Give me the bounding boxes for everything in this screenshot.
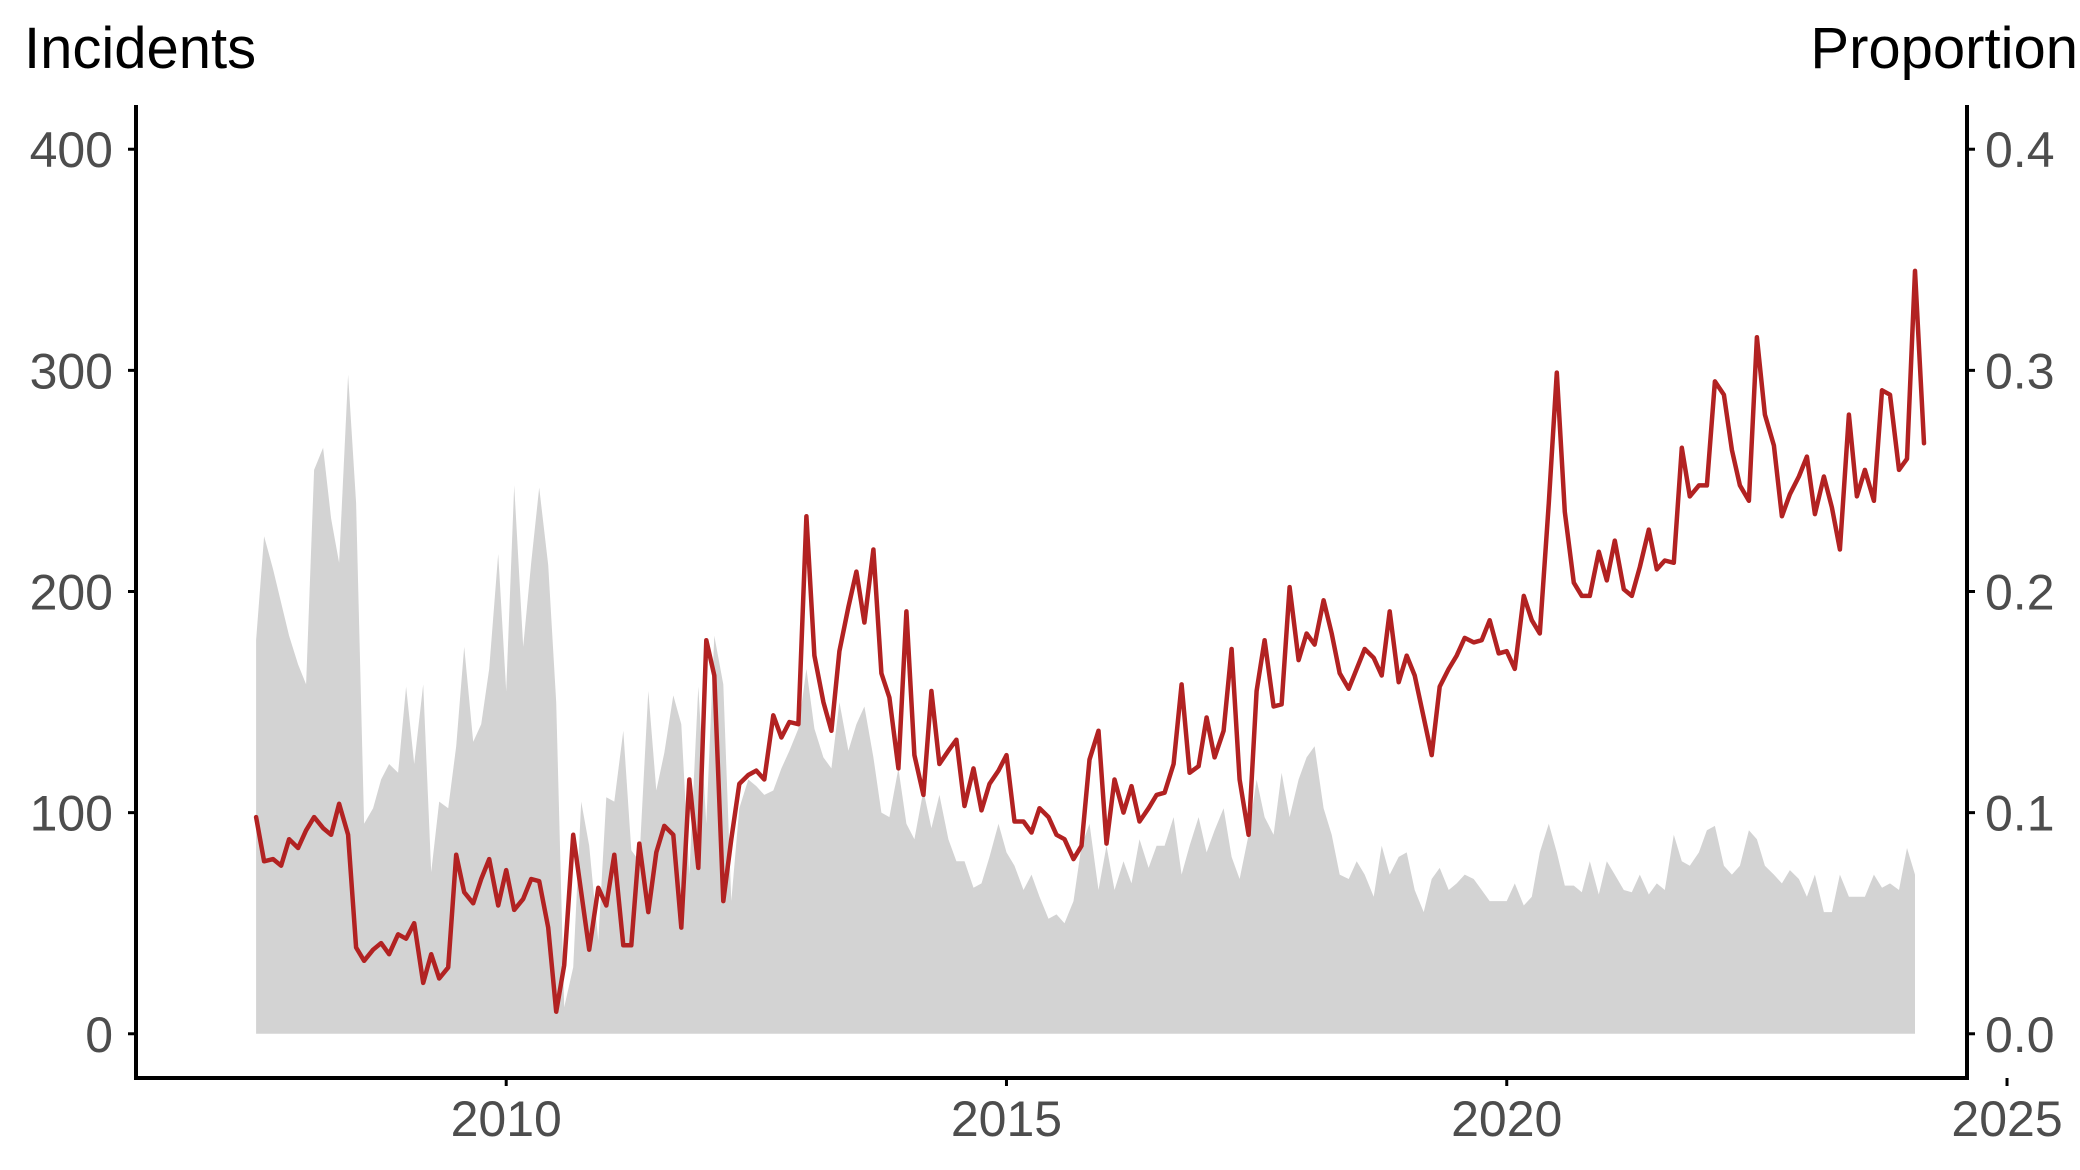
left-tick-label: 300 [30, 343, 113, 399]
left-tick-label: 400 [30, 122, 113, 178]
right-axis-title: Proportion [1810, 16, 2078, 81]
left-axis-ticks: 0 100 200 300 400 [30, 122, 136, 1063]
left-tick-label: 200 [30, 565, 113, 621]
right-tick-label: 0.3 [1985, 343, 2055, 399]
x-tick-label: 2020 [1451, 1091, 1562, 1147]
right-tick-label: 0.1 [1985, 786, 2055, 842]
right-tick-label: 0.2 [1985, 565, 2055, 621]
x-tick-label: 2010 [451, 1091, 562, 1147]
left-tick-label: 0 [85, 1007, 113, 1063]
proportion-line-layer [253, 268, 1927, 1014]
x-tick-label: 2025 [1951, 1091, 2062, 1147]
left-tick-label: 100 [30, 786, 113, 842]
incidents-area [256, 374, 1916, 1034]
x-axis-ticks: 2010 2015 2020 2025 [451, 1078, 2063, 1147]
incidents-area-layer [256, 374, 1916, 1034]
left-axis-title: Incidents [24, 16, 256, 81]
right-axis-ticks: 0.0 0.1 0.2 0.3 0.4 [1967, 122, 2055, 1063]
right-tick-label: 0.0 [1985, 1007, 2055, 1063]
right-tick-label: 0.4 [1985, 122, 2055, 178]
x-tick-label: 2015 [951, 1091, 1062, 1147]
proportion-line [253, 268, 1927, 1014]
